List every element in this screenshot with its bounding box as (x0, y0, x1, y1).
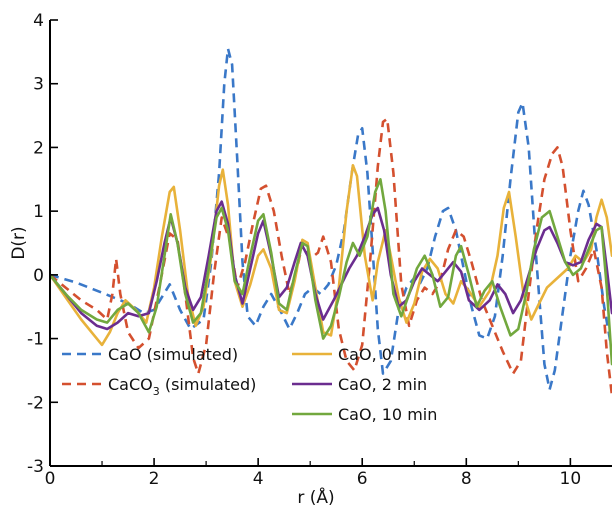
series-layer (50, 47, 612, 397)
series-line-0 (50, 47, 612, 391)
x-axis-label: r (Å) (297, 486, 334, 507)
y-axis-label: D(r) (9, 226, 29, 259)
x-tick-label: 8 (461, 469, 472, 489)
y-tick-label: 1 (33, 202, 44, 222)
y-tick-label: -1 (27, 330, 44, 350)
x-tick-label: 10 (560, 469, 582, 489)
legend-label-1: CaCO3 (simulated) (108, 375, 256, 398)
y-tick-label: 3 (33, 75, 44, 95)
y-tick-label: 0 (33, 266, 44, 286)
legend: CaO (simulated) CaCO3 (simulated) CaO, 0 m… (62, 345, 437, 424)
axes (49, 19, 612, 467)
legend-label-0: CaO (simulated) (108, 345, 238, 364)
x-tick-label: 6 (357, 469, 368, 489)
y-tick-label: -2 (27, 393, 44, 413)
tick-labels: -3 -2 -1 0 1 2 3 4 0 2 4 6 8 10 (27, 11, 581, 489)
series-line-1 (50, 117, 612, 397)
legend-label-3: CaO, 2 min (338, 375, 427, 394)
series-line-2 (50, 164, 612, 347)
y-tick-label: 2 (33, 138, 44, 158)
x-tick-label: 0 (45, 469, 56, 489)
y-tick-label: 4 (33, 11, 44, 31)
y-tick-label: -3 (27, 457, 44, 477)
x-tick-label: 4 (253, 469, 264, 489)
x-tick-label: 2 (149, 469, 160, 489)
legend-label-2: CaO, 0 min (338, 345, 427, 364)
legend-label-4: CaO, 10 min (338, 405, 437, 424)
series-line-4 (50, 178, 612, 366)
